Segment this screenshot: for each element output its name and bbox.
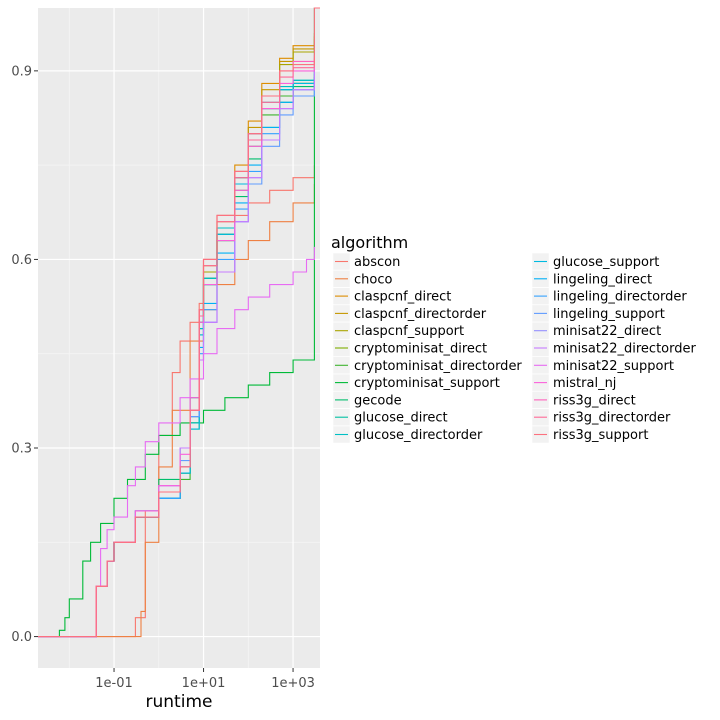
legend-label-cryptominisat-support: cryptominisat_support bbox=[354, 376, 500, 391]
x-axis-title: runtime bbox=[146, 692, 213, 712]
legend: algorithm abscon choco claspcnf_directclas… bbox=[331, 233, 696, 444]
legend-title: algorithm bbox=[331, 233, 408, 252]
x-axis: 1e-01 1e+01 1e+03 bbox=[95, 668, 315, 691]
x-tick-label: 1e-01 bbox=[95, 676, 133, 691]
legend-label-cryptominisat-directorder: cryptominisat_directorder bbox=[354, 359, 522, 374]
y-tick-label: 0.9 bbox=[11, 64, 32, 79]
legend-label-lingeling-direct: lingeling_direct bbox=[553, 272, 652, 287]
y-tick-label: 0.0 bbox=[11, 630, 32, 645]
series-line-minisat22-support bbox=[38, 246, 315, 638]
y-tick-label: 0.3 bbox=[11, 442, 32, 457]
legend-label-glucose-directorder: glucose_directorder bbox=[354, 428, 483, 443]
legend-label-claspcnf-support: claspcnf_support bbox=[354, 324, 464, 339]
legend-label-minisat22-direct: minisat22_direct bbox=[553, 324, 661, 339]
minor-gridlines bbox=[38, 8, 320, 668]
legend-label-riss3g-support: riss3g_support bbox=[553, 428, 648, 443]
legend-label-minisat22-support: minisat22_support bbox=[553, 359, 674, 374]
legend-label-glucose-support: glucose_support bbox=[553, 255, 659, 270]
legend-label-minisat22-directorder: minisat22_directorder bbox=[553, 342, 696, 357]
legend-label-choco: choco bbox=[354, 272, 392, 287]
legend-label-riss3g-directorder: riss3g_directorder bbox=[553, 411, 671, 426]
legend-label-gecode: gecode bbox=[354, 393, 402, 408]
legend-label-abscon: abscon bbox=[354, 255, 400, 270]
legend-label-cryptominisat-direct: cryptominisat_direct bbox=[354, 342, 487, 357]
legend-label-riss3g-direct: riss3g_direct bbox=[553, 393, 636, 408]
legend-label-lingeling-directorder: lingeling_directorder bbox=[553, 290, 687, 305]
legend-label-mistral-nj: mistral_nj bbox=[553, 376, 616, 391]
y-tick-label: 0.6 bbox=[11, 253, 32, 268]
series-lines bbox=[38, 7, 320, 638]
x-tick-label: 1e+01 bbox=[182, 676, 226, 691]
plot-panel bbox=[38, 8, 320, 668]
legend-label-claspcnf-directorder: claspcnf_directorder bbox=[354, 307, 487, 322]
x-tick-label: 1e+03 bbox=[271, 676, 315, 691]
legend-label-lingeling-support: lingeling_support bbox=[553, 307, 665, 322]
legend-label-glucose-direct: glucose_direct bbox=[354, 411, 448, 426]
major-gridlines bbox=[38, 8, 320, 668]
y-axis: 0.0 0.3 0.6 0.9 bbox=[11, 64, 38, 645]
legend-label-claspcnf-direct: claspcnf_direct bbox=[354, 290, 451, 305]
series-line-riss3g-support bbox=[38, 7, 320, 638]
